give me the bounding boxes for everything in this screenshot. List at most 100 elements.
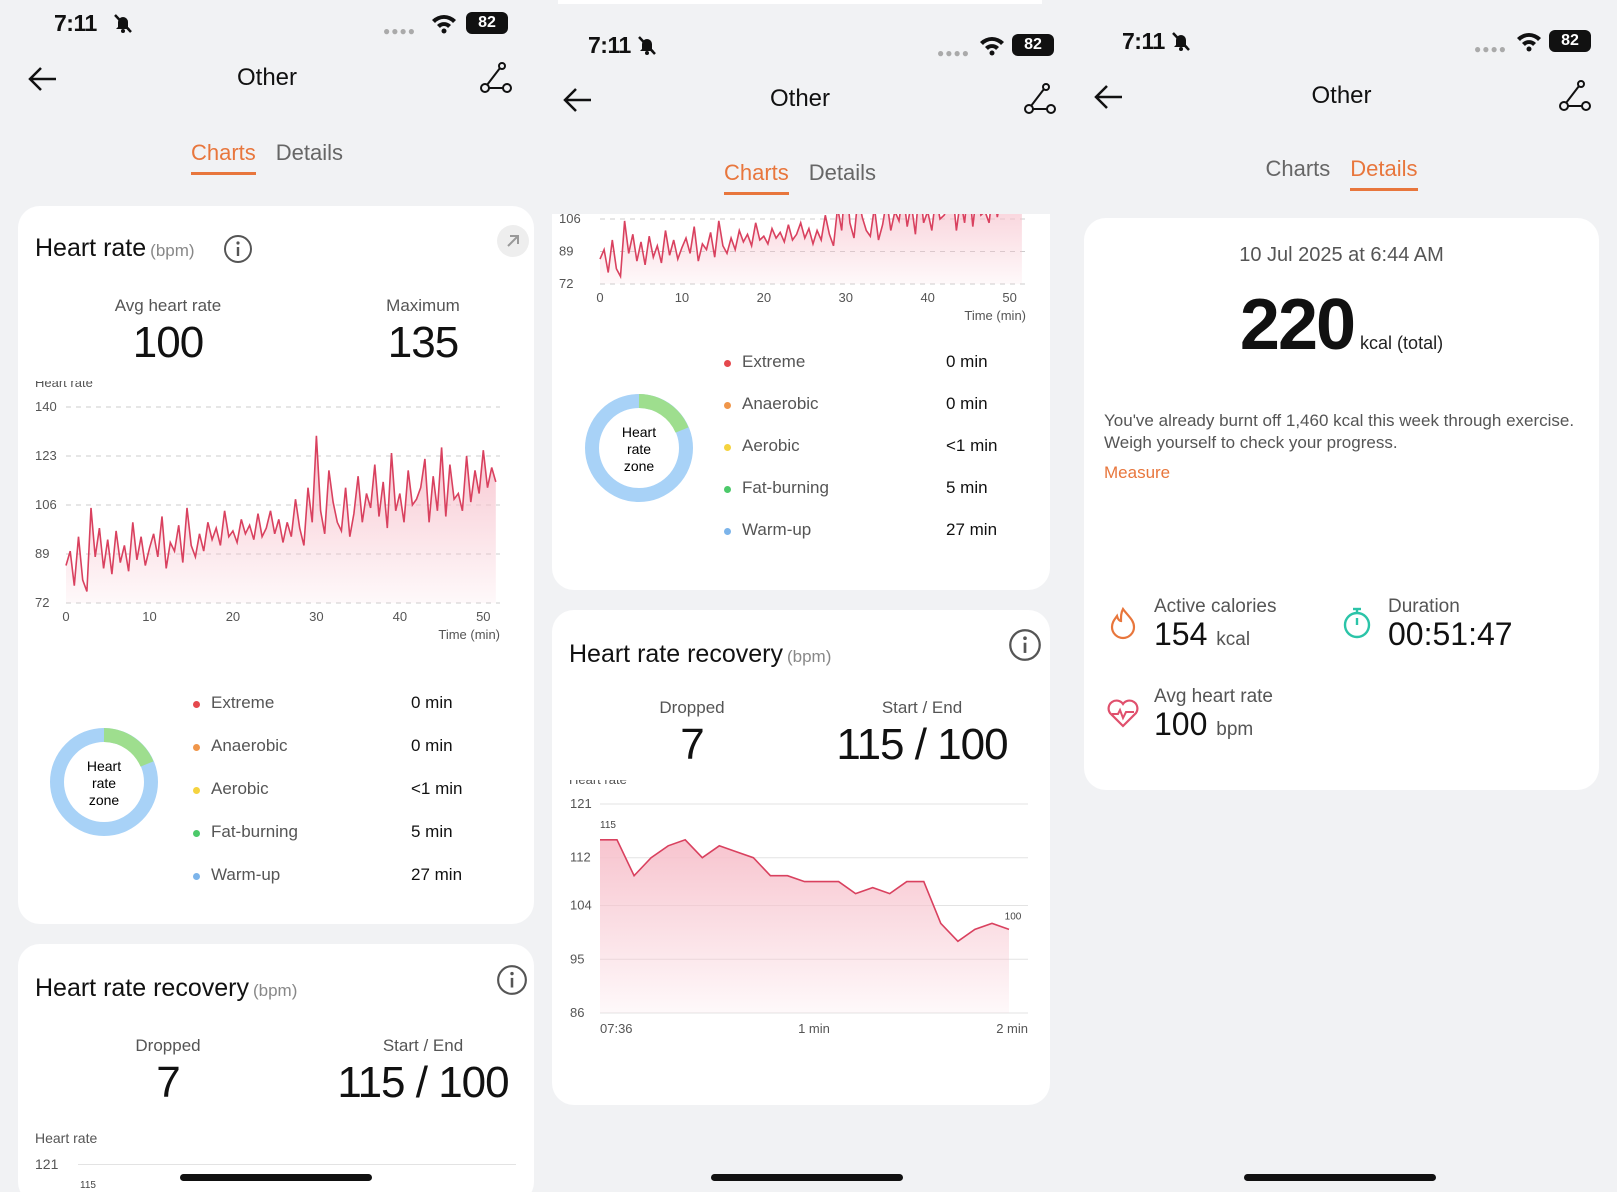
info-icon[interactable] bbox=[1008, 628, 1042, 662]
chart-label: Heart rate bbox=[35, 1130, 98, 1146]
battery-icon: 82 bbox=[466, 12, 508, 34]
card-title: Heart rate recovery (bpm) bbox=[35, 974, 298, 1002]
page-title: Other bbox=[1311, 82, 1372, 109]
x-axis-unit: Time (min) bbox=[964, 308, 1026, 323]
info-icon[interactable] bbox=[496, 964, 528, 996]
zone-row-anaerobic: Anaerobic 0 min bbox=[193, 736, 493, 760]
status-bar: 7:11 ●●●● 82 bbox=[534, 26, 1066, 62]
screen-charts-2: 7:11 ●●●● 82 Other Charts Details 72 89 106… bbox=[534, 0, 1066, 1192]
y-tick-label: 86 bbox=[570, 1005, 584, 1020]
signal-icon: ●●●● bbox=[383, 24, 416, 38]
back-arrow-icon[interactable] bbox=[561, 83, 595, 117]
x-tick-label: 40 bbox=[920, 290, 934, 305]
x-tick-label: 30 bbox=[309, 609, 323, 624]
status-bar: 7:11 ●●●● 82 bbox=[0, 4, 534, 40]
start-end-stat: Start / End 115 / 100 bbox=[337, 1036, 509, 1107]
tab-charts[interactable]: Charts bbox=[1265, 156, 1331, 181]
zone-dot bbox=[193, 701, 200, 708]
route-icon[interactable] bbox=[1022, 81, 1058, 117]
back-arrow-icon[interactable] bbox=[1092, 80, 1126, 114]
donut-label-1: Heart bbox=[87, 758, 121, 774]
expand-icon[interactable] bbox=[496, 224, 530, 258]
heart-rate-card: Heart rate (bpm) Avg heart rate 100 Maxim… bbox=[18, 206, 534, 924]
stopwatch-icon bbox=[1343, 607, 1371, 639]
y-tick-label: 121 bbox=[570, 796, 592, 811]
route-icon[interactable] bbox=[1557, 78, 1593, 114]
bell-muted-icon bbox=[638, 36, 656, 55]
tab-details[interactable]: Details bbox=[275, 140, 344, 165]
screen-details: 7:11 ●●●● 82 Other Charts Details 10 Jul … bbox=[1066, 0, 1617, 1192]
recovery-card: Heart rate recovery (bpm) Dropped 7 Start… bbox=[552, 610, 1050, 1105]
navbar: Other bbox=[1066, 72, 1617, 122]
donut-label-3: zone bbox=[89, 792, 120, 808]
bell-muted-icon bbox=[1172, 32, 1190, 51]
y-tick-label: 112 bbox=[570, 850, 591, 865]
zone-row-anaerobic: Anaerobic 0 min bbox=[724, 394, 1024, 418]
back-arrow-icon[interactable] bbox=[26, 62, 60, 96]
page-title: Other bbox=[769, 85, 831, 112]
zone-row-warm-up: Warm-up 27 min bbox=[724, 520, 1024, 544]
series-line bbox=[65, 435, 497, 592]
zone-dot bbox=[193, 787, 200, 794]
flame-icon bbox=[1110, 606, 1136, 640]
status-time: 7:11 bbox=[588, 32, 631, 58]
heart-pulse-icon bbox=[1107, 699, 1139, 728]
x-tick-label: 20 bbox=[757, 290, 771, 305]
page-title: Other bbox=[236, 64, 298, 91]
battery-icon: 82 bbox=[1012, 34, 1054, 56]
tab-charts[interactable]: Charts bbox=[723, 160, 789, 195]
top-edge bbox=[558, 0, 1042, 4]
area-fill bbox=[600, 839, 1009, 1013]
x-tick-label: 0 bbox=[596, 290, 603, 305]
avg-heart-rate: Avg heart rate 100 bpm bbox=[1154, 686, 1274, 742]
x-tick-label: 0 bbox=[62, 609, 69, 624]
zone-dot bbox=[193, 830, 200, 837]
y-tick-label: 89 bbox=[559, 244, 573, 259]
measure-link[interactable]: Measure bbox=[1104, 463, 1171, 482]
signal-icon: ●●●● bbox=[1474, 42, 1507, 56]
wifi-icon bbox=[432, 15, 456, 34]
x-tick-label: 2 min bbox=[996, 1021, 1028, 1036]
tab-charts[interactable]: Charts bbox=[190, 140, 256, 175]
avg-heart-rate-stat: Avg heart rate 100 bbox=[114, 296, 222, 367]
home-indicator bbox=[180, 1174, 372, 1181]
card-title: Heart rate recovery (bpm) bbox=[569, 640, 832, 668]
route-icon[interactable] bbox=[478, 60, 514, 96]
status-bar: 7:11 ●●●● 82 bbox=[1066, 22, 1617, 58]
x-axis-unit: Time (min) bbox=[438, 627, 500, 642]
y-tick-label: 121 bbox=[35, 1156, 59, 1172]
wifi-icon bbox=[1517, 33, 1541, 52]
tab-bar: Charts Details bbox=[534, 160, 1066, 204]
total-calories: 220 kcal (total) bbox=[1239, 285, 1444, 365]
y-tick-label: 104 bbox=[570, 898, 592, 913]
screen-charts-1: 7:11 ●●●● 82 Other Charts Details Heart r… bbox=[0, 0, 534, 1192]
series-line bbox=[600, 838, 1010, 943]
zone-row-aerobic: Aerobic <1 min bbox=[193, 779, 493, 803]
status-time: 7:11 bbox=[1122, 28, 1165, 54]
y-tick-label: 72 bbox=[559, 276, 573, 291]
wifi-icon bbox=[980, 37, 1004, 56]
end-annotation: 100 bbox=[1005, 911, 1022, 922]
recovery-card: Heart rate recovery (bpm) Dropped 7 Start… bbox=[18, 944, 534, 1192]
zone-dot bbox=[724, 528, 731, 535]
zone-dot bbox=[724, 360, 731, 367]
chart-label: Heart rate bbox=[569, 780, 627, 787]
dropped-stat: Dropped 7 bbox=[135, 1036, 201, 1107]
gridline bbox=[78, 1164, 516, 1165]
x-tick-label: 10 bbox=[142, 609, 156, 624]
start-annotation: 115 bbox=[600, 820, 616, 831]
max-heart-rate-stat: Maximum 135 bbox=[386, 296, 460, 367]
zone-dot bbox=[724, 402, 731, 409]
tab-details[interactable]: Details bbox=[1350, 156, 1418, 191]
info-icon[interactable] bbox=[223, 234, 253, 264]
duration: Duration 00:51:47 bbox=[1388, 596, 1513, 652]
x-tick-label: 20 bbox=[226, 609, 240, 624]
y-tick-label: 106 bbox=[559, 214, 581, 226]
tab-details[interactable]: Details bbox=[808, 160, 877, 185]
bell-muted-icon bbox=[114, 14, 132, 33]
series-line bbox=[599, 214, 999, 280]
tab-bar: Charts Details bbox=[1066, 156, 1617, 200]
y-tick-label: 106 bbox=[35, 497, 57, 512]
y-tick-label: 72 bbox=[35, 595, 49, 610]
heart-rate-zone-donut: Heart rate zone bbox=[583, 392, 695, 509]
